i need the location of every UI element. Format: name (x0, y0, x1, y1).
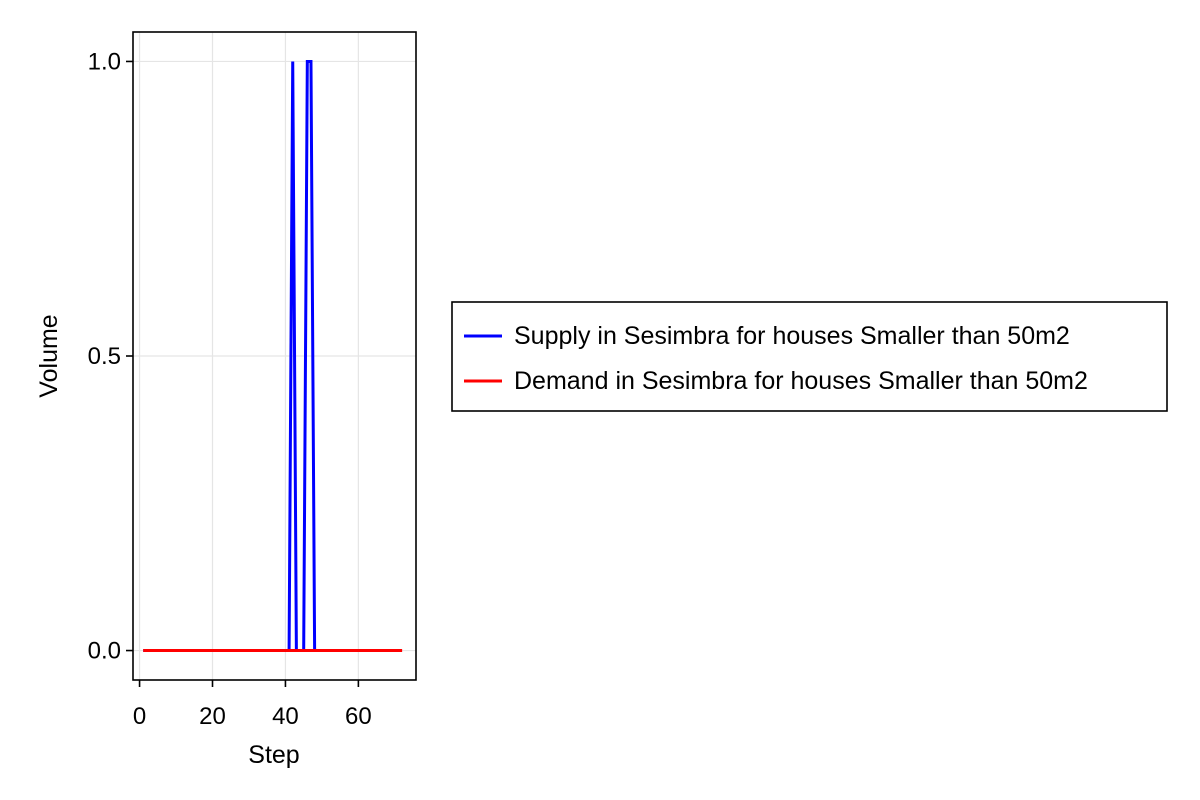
grid-lines (133, 32, 416, 680)
legend-label-demand: Demand in Sesimbra for houses Smaller th… (514, 367, 1088, 395)
x-tick-label: 0 (133, 703, 146, 730)
x-tick-label: 20 (199, 703, 226, 730)
x-tick-label: 40 (272, 703, 299, 730)
legend-box (451, 301, 1168, 412)
y-tick-label: 1.0 (88, 48, 121, 75)
y-tick-label: 0.5 (88, 343, 121, 370)
legend: Supply in Sesimbra for houses Smaller th… (451, 301, 1168, 412)
y-tick-label: 0.0 (88, 638, 121, 665)
x-axis-title: Step (248, 741, 299, 769)
series-lines (143, 59, 403, 653)
x-axis: 0 20 40 60 (133, 680, 372, 730)
y-axis-title: Volume (35, 314, 63, 397)
y-axis: 0.0 0.5 1.0 (88, 48, 133, 665)
legend-label-supply: Supply in Sesimbra for houses Smaller th… (514, 322, 1070, 350)
x-tick-label: 60 (345, 703, 372, 730)
